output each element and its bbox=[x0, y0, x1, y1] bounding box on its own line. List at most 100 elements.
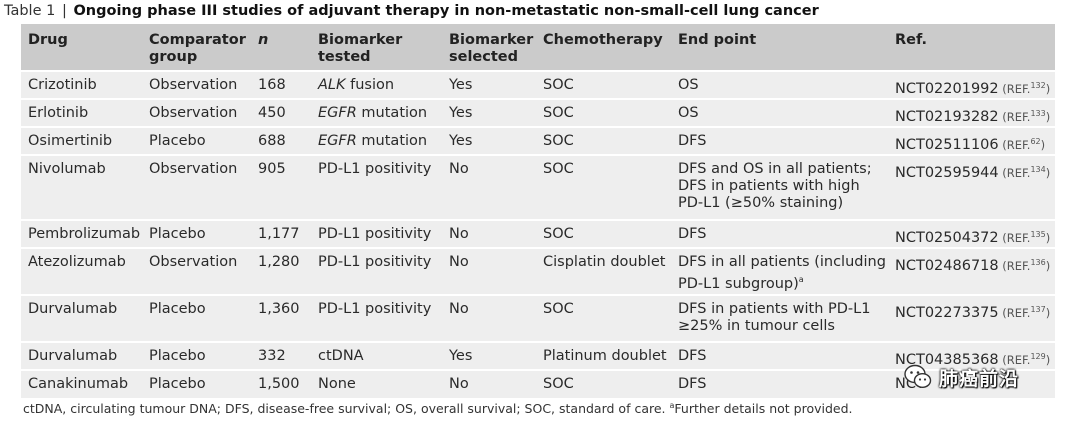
selected-cell: No bbox=[449, 376, 469, 392]
endpoint-cell: OS bbox=[671, 99, 888, 127]
ref-cell: NCT02201992 (REF.132) bbox=[888, 71, 1055, 99]
table-row: Durvalumab Placebo 1,360 PD-L1 positivity No… bbox=[21, 295, 1055, 342]
trial-id: NCT02273375 bbox=[895, 305, 999, 321]
biomarker-type: PD-L1 positivity bbox=[318, 254, 432, 270]
footnote-marker: a bbox=[669, 401, 675, 410]
ref-close: ) bbox=[1045, 353, 1051, 367]
selected-cell: No bbox=[449, 161, 469, 177]
table-row: Crizotinib Observation 168 ALK fusion Yes SOC… bbox=[21, 71, 1055, 99]
table-row: Durvalumab Placebo 332 ctDNA Yes Platinum dou… bbox=[21, 342, 1055, 370]
trial-id: NCT02504372 bbox=[895, 230, 999, 246]
selected-cell: Yes bbox=[449, 77, 473, 93]
ref-citation: (REF.137) bbox=[999, 305, 1050, 320]
biomarker-cell: PD-L1 positivity bbox=[311, 295, 442, 342]
selected-cell: No bbox=[449, 226, 469, 242]
table-row: Canakinumab Placebo 1,500 None No SOC DFS NCT bbox=[21, 370, 1055, 398]
biomarker-gene: ALK bbox=[318, 77, 346, 93]
drug-cell: Pembrolizumab bbox=[28, 226, 141, 242]
chemotherapy-cell: SOC bbox=[543, 77, 574, 93]
selected-cell: No bbox=[449, 301, 469, 317]
ref-label: (REF. bbox=[1002, 110, 1031, 124]
trials-table: Drug Comparator group n Biomarker tested Bio… bbox=[21, 24, 1055, 398]
selected-cell: Yes bbox=[449, 133, 473, 149]
col-chemotherapy-header: Chemotherapy bbox=[543, 32, 663, 48]
drug-cell: Crizotinib bbox=[28, 77, 97, 93]
endpoint-footnote-marker: a bbox=[798, 275, 804, 284]
endpoint-cell: DFS in patients with PD-L1 ≥25% in tumou… bbox=[671, 295, 888, 342]
ref-number: 133 bbox=[1030, 109, 1046, 118]
ref-number: 62 bbox=[1030, 137, 1041, 146]
trial-id: NCT04385368 bbox=[895, 352, 999, 368]
biomarker-type: mutation bbox=[356, 105, 428, 121]
drug-cell: Durvalumab bbox=[28, 301, 118, 317]
ref-cell: NCT02595944 (REF.134) bbox=[888, 155, 1055, 220]
n-cell: 168 bbox=[258, 77, 286, 93]
ref-cell: NCT02273375 (REF.137) bbox=[888, 295, 1055, 342]
endpoint-text: DFS in patients with PD-L1 ≥25% in tumou… bbox=[678, 301, 871, 334]
ref-cell: NCT02504372 (REF.135) bbox=[888, 220, 1055, 248]
biomarker-gene: EGFR bbox=[318, 105, 357, 121]
ref-close: ) bbox=[1045, 231, 1051, 245]
biomarker-gene: EGFR bbox=[318, 133, 357, 149]
trial-id: NCT02193282 bbox=[895, 109, 999, 125]
chemotherapy-cell: SOC bbox=[543, 376, 574, 392]
trial-id: NCT02511106 bbox=[895, 137, 999, 153]
table-footnote: ctDNA, circulating tumour DNA; DFS, dise… bbox=[23, 401, 853, 416]
n-cell: 332 bbox=[258, 348, 286, 364]
ref-number: 135 bbox=[1030, 230, 1046, 239]
endpoint-cell: DFS in all patients (including PD-L1 sub… bbox=[671, 248, 888, 295]
ref-citation: (REF.135) bbox=[999, 230, 1051, 245]
chemotherapy-cell: Platinum doublet bbox=[543, 348, 667, 364]
drug-cell: Erlotinib bbox=[28, 105, 89, 121]
biomarker-cell: PD-L1 positivity bbox=[311, 155, 442, 220]
drug-cell: Canakinumab bbox=[28, 376, 129, 392]
biomarker-cell: None bbox=[311, 370, 442, 398]
watermark: 肺癌前沿 bbox=[903, 360, 1019, 394]
trial-id: NCT02201992 bbox=[895, 81, 999, 97]
endpoint-text: DFS bbox=[678, 348, 707, 364]
selected-cell: No bbox=[449, 254, 469, 270]
wechat-icon bbox=[904, 364, 932, 389]
table-row: Nivolumab Observation 905 PD-L1 positivity N… bbox=[21, 155, 1055, 220]
biomarker-type: PD-L1 positivity bbox=[318, 301, 432, 317]
comparator-cell: Observation bbox=[149, 77, 238, 93]
biomarker-type: PD-L1 positivity bbox=[318, 161, 432, 177]
n-cell: 688 bbox=[258, 133, 286, 149]
ref-close: ) bbox=[1040, 138, 1046, 152]
drug-cell: Durvalumab bbox=[28, 348, 118, 364]
comparator-cell: Placebo bbox=[149, 301, 206, 317]
biomarker-cell: ALK fusion bbox=[311, 71, 442, 99]
biomarker-type: mutation bbox=[356, 133, 428, 149]
comparator-cell: Placebo bbox=[149, 376, 206, 392]
n-cell: 1,177 bbox=[258, 226, 300, 242]
col-biomarker-tested-header: Biomarker tested bbox=[318, 32, 403, 65]
ref-number: 137 bbox=[1030, 305, 1046, 314]
table-body: Crizotinib Observation 168 ALK fusion Yes SOC… bbox=[21, 71, 1055, 398]
endpoint-text: DFS bbox=[678, 376, 707, 392]
ref-citation: (REF.136) bbox=[999, 258, 1050, 273]
ref-citation: (REF.129) bbox=[999, 352, 1051, 367]
table-title: Ongoing phase III studies of adjuvant th… bbox=[73, 3, 819, 19]
endpoint-text: DFS and OS in all patients; DFS in patie… bbox=[678, 161, 872, 211]
biomarker-type: ctDNA bbox=[318, 348, 364, 364]
col-end-point-header: End point bbox=[678, 32, 757, 48]
ref-citation: (REF.62) bbox=[999, 137, 1046, 152]
n-cell: 1,360 bbox=[258, 301, 300, 317]
ref-label: (REF. bbox=[1002, 82, 1031, 96]
footnote-text: ctDNA, circulating tumour DNA; DFS, dise… bbox=[23, 401, 670, 417]
header-row: Drug Comparator group n Biomarker tested Bio… bbox=[21, 24, 1055, 71]
endpoint-text: DFS in all patients (including PD-L1 sub… bbox=[678, 254, 886, 292]
biomarker-cell: PD-L1 positivity bbox=[311, 248, 442, 295]
ref-citation: (REF.132) bbox=[999, 81, 1051, 96]
endpoint-cell: DFS bbox=[671, 220, 888, 248]
ref-number: 134 bbox=[1030, 165, 1046, 174]
ref-close: ) bbox=[1045, 82, 1051, 96]
endpoint-cell: DFS bbox=[671, 342, 888, 370]
col-drug-header: Drug bbox=[28, 32, 68, 48]
endpoint-text: OS bbox=[678, 105, 699, 121]
endpoint-cell: OS bbox=[671, 71, 888, 99]
chemotherapy-cell: SOC bbox=[543, 226, 574, 242]
trial-id: NCT02595944 bbox=[895, 165, 999, 181]
ref-cell: NCT02193282 (REF.133) bbox=[888, 99, 1055, 127]
chemotherapy-cell: Cisplatin doublet bbox=[543, 254, 666, 270]
